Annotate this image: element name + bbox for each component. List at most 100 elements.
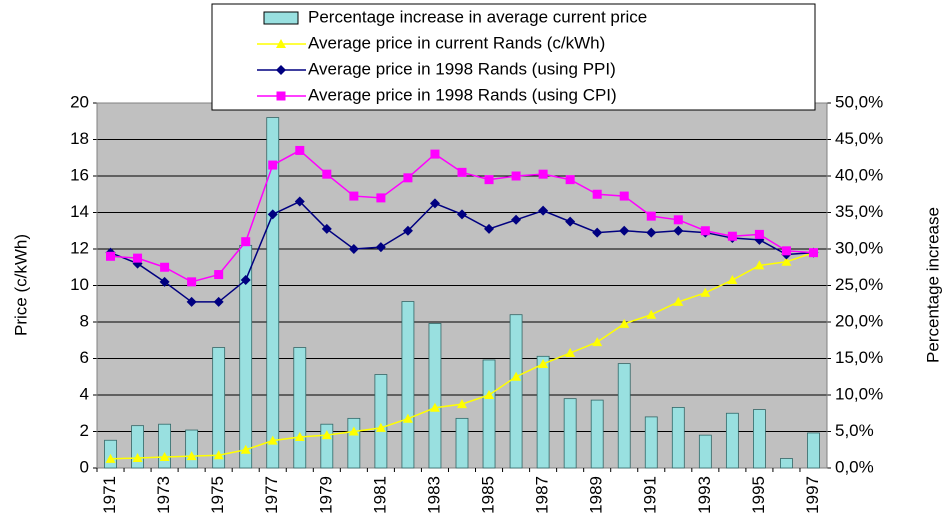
point (484, 175, 494, 185)
x-tick-label: 1979 (316, 476, 335, 514)
point (646, 211, 656, 221)
legend-label: Average price in 1998 Rands (using PPI) (308, 59, 616, 78)
point (619, 225, 630, 236)
point (781, 256, 792, 266)
bar (807, 432, 820, 469)
x-tick-label: 1981 (370, 476, 389, 514)
point (457, 399, 467, 409)
y2-tick-label: 50,0% (835, 92, 883, 111)
y-tick-label: 12 (70, 238, 89, 257)
point (565, 216, 576, 227)
y-axis-title: Price (c/kWh) (11, 234, 30, 336)
bar (536, 355, 550, 469)
legend-box (211, 3, 816, 111)
point (160, 262, 170, 272)
bar (780, 458, 793, 469)
point (241, 237, 251, 247)
x-tick-label: 1995 (749, 476, 768, 514)
point (484, 390, 495, 399)
point (538, 358, 549, 368)
legend-swatch (263, 11, 299, 25)
bar (617, 363, 631, 469)
point (376, 193, 386, 203)
bar (482, 359, 496, 469)
point (673, 296, 684, 306)
point (322, 169, 332, 179)
point (457, 167, 467, 177)
point (294, 431, 305, 441)
point (159, 276, 170, 287)
point (159, 452, 170, 462)
point (565, 348, 576, 358)
x-tick-label: 1973 (154, 476, 173, 514)
bar (158, 423, 171, 469)
legend-marker (276, 91, 286, 101)
point (268, 160, 278, 170)
x-tick-label: 1985 (479, 476, 498, 514)
point (240, 275, 251, 286)
point (592, 189, 602, 199)
point (754, 229, 764, 239)
point (646, 227, 657, 238)
bar (753, 409, 766, 469)
x-tick-label: 1997 (803, 476, 822, 514)
point (727, 275, 738, 285)
y-tick-label: 0 (80, 457, 89, 476)
y2-tick-label: 5,0% (835, 421, 874, 440)
point (213, 450, 224, 460)
legend-marker (276, 65, 286, 75)
point (348, 244, 359, 254)
point (754, 260, 765, 270)
y-tick-label: 16 (70, 165, 89, 184)
point (294, 196, 305, 207)
x-tick-label: 1971 (100, 476, 119, 514)
bar (185, 429, 199, 469)
y2-tick-label: 0,0% (835, 457, 874, 476)
y2-tick-label: 25,0% (835, 275, 883, 294)
point (267, 209, 278, 220)
point (186, 296, 197, 307)
bar (374, 374, 388, 469)
bar (455, 417, 469, 469)
point (214, 270, 224, 280)
point (592, 337, 603, 347)
point (457, 209, 467, 220)
bar (266, 117, 280, 469)
y2-tick-label: 10,0% (835, 384, 883, 403)
y-tick-label: 20 (70, 92, 89, 111)
point (511, 171, 521, 181)
bar (401, 301, 415, 469)
point (700, 226, 710, 236)
point (565, 175, 575, 185)
bar (671, 407, 685, 469)
y-tick-label: 6 (80, 348, 89, 367)
bar (644, 416, 658, 469)
point (592, 227, 603, 238)
y-tick-label: 10 (70, 275, 89, 294)
y2-tick-label: 30,0% (835, 238, 883, 257)
bar (698, 434, 712, 469)
point (375, 422, 386, 432)
legend-label: Average price in current Rands (c/kWh) (308, 33, 605, 52)
point (511, 371, 522, 381)
point (186, 451, 197, 461)
bar (563, 398, 577, 469)
point (781, 246, 791, 256)
y2-tick-label: 35,0% (835, 202, 883, 221)
y-tick-label: 14 (70, 202, 89, 221)
x-tick-label: 1993 (695, 476, 714, 514)
point (321, 223, 332, 234)
point (646, 309, 657, 319)
x-tick-label: 1975 (208, 476, 227, 514)
point (213, 296, 224, 307)
x-tick-label: 1977 (262, 476, 281, 514)
x-tick-label: 1983 (424, 476, 443, 514)
point (511, 214, 522, 225)
y-tick-label: 8 (80, 311, 89, 330)
point (295, 145, 305, 155)
legend-label: Average price in 1998 Rands (using CPI) (308, 85, 617, 104)
point (700, 287, 711, 297)
y-tick-label: 2 (80, 421, 89, 440)
y2-tick-label: 15,0% (835, 348, 883, 367)
